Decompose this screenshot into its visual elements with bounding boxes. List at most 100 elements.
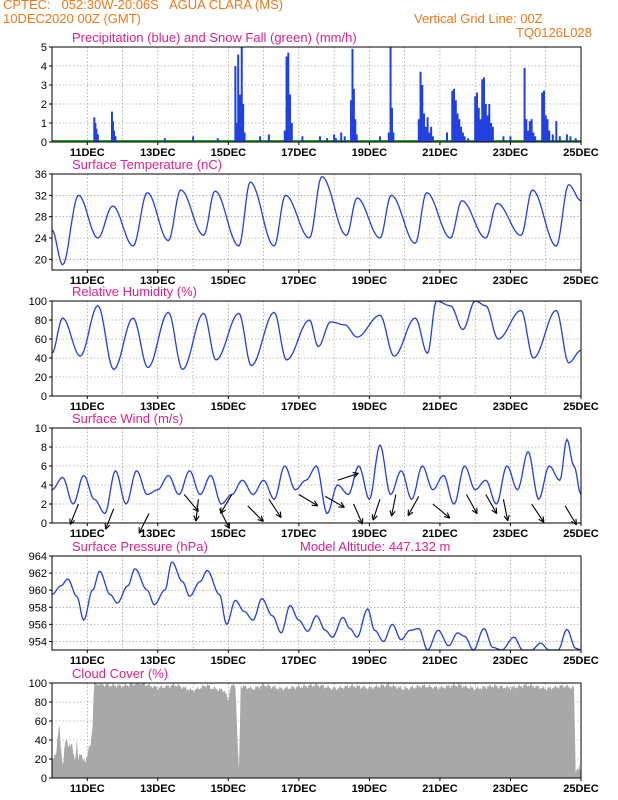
precip-bar bbox=[558, 136, 561, 142]
precip-bar bbox=[289, 94, 292, 142]
precip-bar bbox=[340, 132, 343, 142]
y-tick-label: 40 bbox=[35, 353, 47, 365]
precip-bar bbox=[491, 126, 494, 142]
wind-arrow-head bbox=[105, 524, 111, 530]
wind-arrow bbox=[325, 495, 345, 508]
wind-arrow-head bbox=[311, 504, 318, 507]
wind-arrow-head bbox=[352, 471, 359, 474]
precip-bar bbox=[453, 88, 456, 142]
wind-arrow-head bbox=[471, 509, 478, 515]
x-tick-label: 15DEC bbox=[211, 528, 247, 540]
wind-arrow-shaft bbox=[69, 503, 79, 525]
wind-arrow bbox=[389, 494, 397, 517]
y-tick-label: 100 bbox=[29, 678, 47, 690]
panel-frame bbox=[51, 46, 582, 143]
rh-series-line bbox=[51, 300, 582, 371]
wind-arrow bbox=[298, 494, 319, 507]
precip-bar bbox=[94, 123, 97, 142]
precip-bar bbox=[530, 119, 533, 142]
precip-bar bbox=[390, 107, 393, 142]
precip-bar bbox=[532, 132, 535, 142]
wind-arrow-shaft bbox=[337, 472, 359, 481]
precip-bar bbox=[431, 136, 434, 142]
panel-cloud: 0 20 40 60 80 100 11DEC 13DEC 15DEC 17DEC 19DEC 21D… bbox=[29, 666, 599, 795]
precip-bar bbox=[287, 52, 290, 143]
precip-bar bbox=[445, 132, 448, 142]
wind-arrow bbox=[268, 498, 282, 519]
precip-bar bbox=[113, 130, 116, 142]
x-tick-label: 21DEC bbox=[422, 147, 458, 159]
x-tick-label: 13DEC bbox=[140, 275, 176, 287]
y-tick-label: 36 bbox=[35, 169, 47, 181]
panel-pressure: 954 956 958 960 962 964 11DEC 13DEC 15DEC 17DEC 19… bbox=[29, 539, 599, 667]
y-tick-label: 2 bbox=[41, 499, 47, 511]
precip-bar bbox=[551, 134, 554, 142]
precip-bar bbox=[343, 136, 346, 142]
x-tick-label: 17DEC bbox=[281, 528, 317, 540]
precip-bar bbox=[527, 130, 530, 142]
wind-arrow-head bbox=[407, 511, 414, 517]
x-tick-label: 15DEC bbox=[211, 401, 247, 413]
precip-bar bbox=[350, 100, 353, 142]
y-tick-label: 5 bbox=[41, 42, 47, 54]
x-tick-label: 23DEC bbox=[493, 275, 529, 287]
wind-arrow-shaft bbox=[268, 498, 282, 518]
x-tick-label: 13DEC bbox=[140, 147, 176, 159]
wind-arrow bbox=[432, 503, 451, 519]
wind-arrow bbox=[353, 503, 364, 525]
x-tick-label: 19DEC bbox=[352, 401, 388, 413]
x-tick-label: 19DEC bbox=[352, 528, 388, 540]
precip-bar bbox=[502, 136, 505, 142]
precip-bar bbox=[242, 104, 245, 142]
precip-bar bbox=[481, 79, 484, 142]
wind-arrow-head bbox=[389, 510, 393, 517]
panel-title: Cloud Cover (%) bbox=[72, 666, 168, 681]
precip-bar bbox=[163, 138, 166, 142]
precip-bar bbox=[541, 92, 544, 142]
x-tick-label: 23DEC bbox=[493, 655, 529, 667]
y-tick-label: 962 bbox=[29, 568, 47, 580]
precip-bar bbox=[238, 94, 241, 142]
wind-arrow-head bbox=[224, 524, 230, 529]
y-tick-label: 2 bbox=[41, 99, 47, 111]
precip-bar bbox=[93, 117, 96, 142]
panel-title: Surface Temperature (nC) bbox=[72, 157, 222, 172]
x-tick-label: 25DEC bbox=[563, 655, 599, 667]
x-tick-label: 25DEC bbox=[563, 528, 599, 540]
precip-bar bbox=[484, 104, 487, 142]
y-tick-label: 956 bbox=[29, 619, 47, 631]
panel-title: Surface Pressure (hPa) bbox=[72, 539, 208, 554]
precip-bar bbox=[574, 138, 577, 142]
precip-bar bbox=[528, 121, 531, 142]
y-tick-label: 80 bbox=[35, 697, 47, 709]
wind-arrow-shaft bbox=[407, 496, 420, 516]
x-tick-label: 21DEC bbox=[422, 655, 458, 667]
y-tick-label: 4 bbox=[41, 61, 47, 73]
wind-arrow-head bbox=[279, 511, 282, 518]
wind-arrow-head bbox=[443, 516, 450, 519]
precip-bar bbox=[114, 136, 117, 142]
y-tick-label: 24 bbox=[35, 233, 47, 245]
x-tick-label: 11DEC bbox=[70, 783, 105, 795]
precip-bar bbox=[234, 66, 237, 142]
precip-bar bbox=[424, 126, 427, 142]
panel-frame bbox=[51, 427, 582, 524]
panel-precip: 0 1 2 3 4 5 11DEC 13DEC 15DEC 17DEC 19DEC 21DEC 23DE… bbox=[41, 30, 599, 159]
header-grid-note: Vertical Grid Line: 00Z bbox=[414, 11, 543, 26]
precip-bar bbox=[523, 67, 526, 142]
x-tick-label: 17DEC bbox=[281, 275, 317, 287]
wind-arrow-shaft bbox=[195, 499, 199, 522]
precip-bar bbox=[421, 85, 424, 142]
wind-arrow-shaft bbox=[372, 499, 381, 521]
header-code: TQ0126L028 bbox=[516, 25, 592, 40]
precip-bar bbox=[326, 138, 329, 142]
wind-arrow-head bbox=[260, 515, 264, 522]
x-tick-label: 19DEC bbox=[352, 275, 388, 287]
y-tick-label: 958 bbox=[29, 602, 47, 614]
precip-bar bbox=[259, 136, 262, 142]
panel-wind: 0 2 4 6 8 10 11DEC 13DEC 15DEC 17DEC 19DEC 21DEC 23D… bbox=[35, 411, 599, 540]
wind-arrow-head bbox=[538, 518, 545, 523]
precip-bar bbox=[112, 121, 115, 142]
precip-bar bbox=[240, 47, 243, 142]
precip-bar bbox=[544, 115, 547, 142]
